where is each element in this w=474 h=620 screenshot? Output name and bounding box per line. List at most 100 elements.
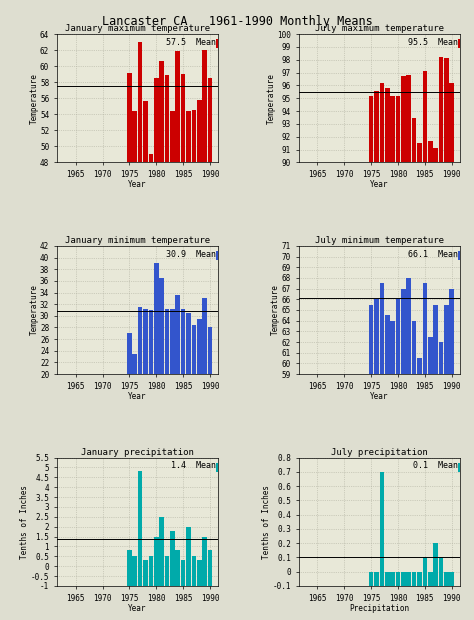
Bar [423,71,427,162]
Bar [191,110,196,162]
Text: 1.4  Mean: 1.4 Mean [172,461,217,471]
Bar [165,556,169,586]
Bar [428,141,432,162]
Text: 57.5  Mean: 57.5 Mean [166,38,217,47]
Bar [149,556,153,586]
Bar [208,327,212,374]
Title: July maximum temperature: July maximum temperature [315,24,444,33]
Text: 95.5  Mean: 95.5 Mean [408,38,458,47]
Bar [133,354,137,374]
Bar [380,472,384,586]
Bar [369,572,374,586]
Bar [202,536,207,586]
Y-axis label: Temperature: Temperature [29,73,38,124]
Bar [369,95,374,162]
Bar [175,295,180,374]
Bar [412,118,416,162]
Bar [433,148,438,162]
Title: July precipitation: July precipitation [331,448,428,457]
Bar [401,289,406,374]
Y-axis label: Temperature: Temperature [267,73,276,124]
Bar [380,83,384,162]
Bar [396,299,400,374]
Bar [165,309,169,374]
Bar [407,278,411,374]
Bar [444,572,448,586]
Bar [181,309,185,374]
Bar [127,73,132,162]
Bar [170,111,174,162]
Bar [396,572,400,586]
Bar [444,304,448,374]
X-axis label: Year: Year [370,392,389,401]
Bar [159,517,164,586]
Bar [181,74,185,162]
Bar [133,556,137,586]
Bar [439,57,443,162]
Bar [181,560,185,586]
Bar [208,78,212,162]
Bar [412,321,416,374]
FancyBboxPatch shape [458,251,463,260]
X-axis label: Precipitation: Precipitation [349,604,409,613]
Bar [186,313,191,374]
Bar [428,337,432,374]
Bar [374,299,379,374]
Bar [138,42,142,162]
Bar [202,50,207,162]
Bar [143,102,148,162]
Bar [149,310,153,374]
Bar [191,556,196,586]
FancyBboxPatch shape [216,463,221,472]
Text: 66.1  Mean: 66.1 Mean [408,250,458,259]
Bar [417,143,422,162]
Bar [197,319,201,374]
Bar [133,111,137,162]
Bar [417,572,422,586]
Y-axis label: Temperature: Temperature [29,285,38,335]
Bar [385,572,390,586]
Bar [186,111,191,162]
Y-axis label: Tenths of Inches: Tenths of Inches [262,485,271,559]
X-axis label: Year: Year [128,392,147,401]
Bar [439,342,443,374]
Bar [127,551,132,586]
Bar [396,95,400,162]
Bar [175,551,180,586]
Y-axis label: Temperature: Temperature [271,285,280,335]
Bar [374,91,379,162]
Bar [154,536,158,586]
Bar [208,551,212,586]
Text: 0.1  Mean: 0.1 Mean [413,461,458,471]
Bar [186,526,191,586]
Bar [175,51,180,162]
FancyBboxPatch shape [458,463,463,472]
Text: Lancaster CA   1961-1990 Monthly Means: Lancaster CA 1961-1990 Monthly Means [101,16,373,29]
Bar [374,572,379,586]
Bar [433,543,438,586]
FancyBboxPatch shape [458,39,463,48]
Bar [407,572,411,586]
Bar [143,309,148,374]
Bar [385,88,390,162]
Bar [154,78,158,162]
Bar [433,304,438,374]
Bar [449,289,454,374]
FancyBboxPatch shape [216,39,221,48]
Bar [412,572,416,586]
Bar [138,471,142,586]
Title: July minimum temperature: July minimum temperature [315,236,444,245]
FancyBboxPatch shape [216,251,221,260]
Bar [197,560,201,586]
X-axis label: Year: Year [370,180,389,190]
Bar [202,298,207,374]
Bar [401,572,406,586]
Bar [439,557,443,586]
Bar [449,572,454,586]
Bar [369,304,374,374]
Bar [391,572,395,586]
Bar [127,334,132,374]
Bar [170,309,174,374]
Bar [143,560,148,586]
Bar [385,316,390,374]
